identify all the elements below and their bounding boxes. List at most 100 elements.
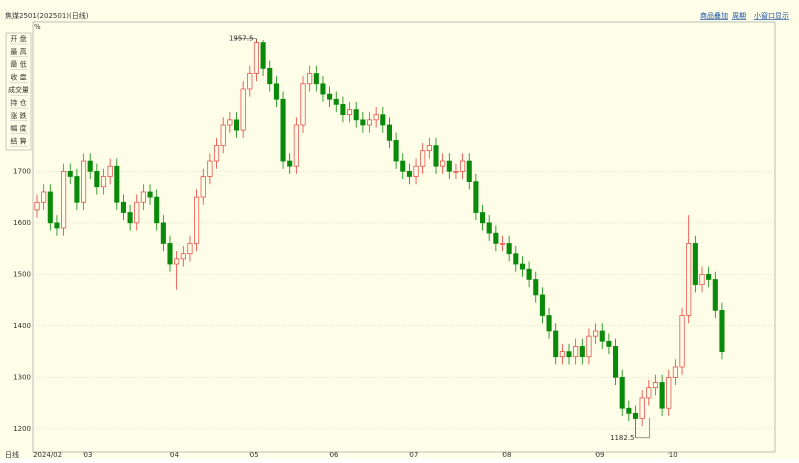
menu-box: [5, 32, 32, 151]
candle-body: [160, 222, 166, 244]
candle-body: [54, 222, 60, 229]
candle-body: [253, 42, 260, 74]
menu-item[interactable]: 结 算: [10, 136, 26, 145]
x-tick-label: 06: [330, 451, 339, 459]
candle-body: [154, 196, 160, 224]
candle-body: [679, 315, 685, 368]
candle-body: [120, 201, 127, 213]
candle-body: [706, 273, 712, 280]
candle-body: [453, 170, 459, 173]
period-link[interactable]: 周期: [732, 12, 746, 20]
candle-body: [499, 243, 506, 245]
candle-body: [513, 253, 519, 265]
candle-body: [353, 109, 359, 121]
candle-body: [214, 145, 220, 162]
candle-body: [347, 109, 353, 116]
candle-body: [373, 114, 379, 121]
candle-body: [612, 346, 619, 378]
candle-body: [187, 243, 193, 255]
candle-body: [140, 191, 146, 203]
x-tick-label: 07: [409, 451, 418, 459]
candle-body: [100, 176, 107, 188]
candle-body: [639, 397, 645, 419]
candle-body: [466, 160, 472, 182]
candle-body: [260, 42, 266, 69]
candle-body: [41, 191, 47, 203]
x-tick-label: 09: [596, 451, 605, 459]
y-tick-label: 1600: [13, 219, 31, 227]
plot-frame: [32, 21, 776, 453]
candle-body: [559, 351, 565, 358]
candle-body: [519, 263, 526, 270]
menu-item[interactable]: 开 盘: [10, 34, 26, 43]
candle-body: [646, 387, 652, 399]
candle-body: [586, 335, 592, 358]
menu-item[interactable]: 最 高: [10, 47, 26, 56]
candle-body: [632, 413, 639, 419]
candle-body: [526, 268, 532, 280]
candle-body: [686, 243, 692, 316]
x-tick-label: 04: [170, 451, 179, 459]
candle-body: [659, 382, 665, 409]
candle-body: [480, 212, 486, 224]
candle-body: [227, 119, 233, 126]
candle-body: [699, 273, 705, 285]
menu-item[interactable]: 持 仓: [10, 98, 26, 107]
candle-body: [300, 83, 306, 126]
x-tick-label: 2024/02: [33, 451, 62, 459]
candle-body: [134, 201, 140, 224]
y-label: %: [34, 23, 41, 31]
candle-body: [386, 124, 393, 141]
candle-body: [539, 294, 545, 316]
candle-body: [533, 279, 539, 296]
x-tick-label: 10: [669, 451, 678, 459]
candle-body: [573, 346, 579, 358]
candle-body: [440, 160, 446, 167]
candle-body: [307, 73, 313, 85]
x-tick-label: 08: [503, 451, 512, 459]
y-tick-label: 1500: [13, 270, 31, 278]
candle-body: [506, 243, 512, 255]
candle-body: [360, 119, 366, 126]
candle-body: [320, 83, 326, 95]
candle-body: [180, 253, 186, 260]
menu-item[interactable]: 幅 度: [10, 124, 26, 133]
candle-body: [127, 212, 133, 224]
candle-body: [47, 191, 53, 224]
candle-body: [366, 119, 373, 126]
candle-body: [280, 98, 286, 162]
y-tick-label: 1400: [13, 322, 31, 330]
candle-body: [446, 160, 452, 172]
max-annotation: 1957.5: [229, 35, 254, 43]
candle-body: [473, 181, 479, 213]
candle-body: [712, 279, 718, 311]
candle-body: [340, 104, 346, 116]
candle-body: [606, 340, 612, 347]
menu-item[interactable]: 成交量: [8, 85, 29, 94]
candle-body: [167, 243, 173, 265]
annotation-leader: [234, 38, 257, 42]
candle-body: [460, 160, 466, 172]
candle-body: [107, 165, 113, 177]
candle-body: [220, 124, 226, 146]
candle-body: [194, 196, 200, 244]
candle-body: [400, 160, 406, 172]
candle-body: [393, 140, 399, 162]
candle-body: [619, 376, 625, 409]
candle-body: [267, 67, 273, 85]
candle-body: [406, 170, 412, 177]
overlay-link[interactable]: 商品叠加: [700, 11, 728, 20]
candle-body: [380, 114, 386, 126]
candle-body: [546, 315, 552, 332]
candle-body: [333, 98, 339, 105]
candle-body: [426, 145, 432, 152]
menu-item[interactable]: 涨 跌: [10, 111, 26, 120]
candle-body: [692, 243, 698, 285]
candle-body: [599, 330, 605, 342]
x-tick-label: 03: [84, 451, 93, 459]
menu-item[interactable]: 最 低: [10, 60, 26, 69]
menu-item[interactable]: 收 盘: [10, 72, 26, 81]
small-window-link[interactable]: 小窗口显示: [754, 11, 789, 20]
candle-body: [247, 73, 253, 90]
